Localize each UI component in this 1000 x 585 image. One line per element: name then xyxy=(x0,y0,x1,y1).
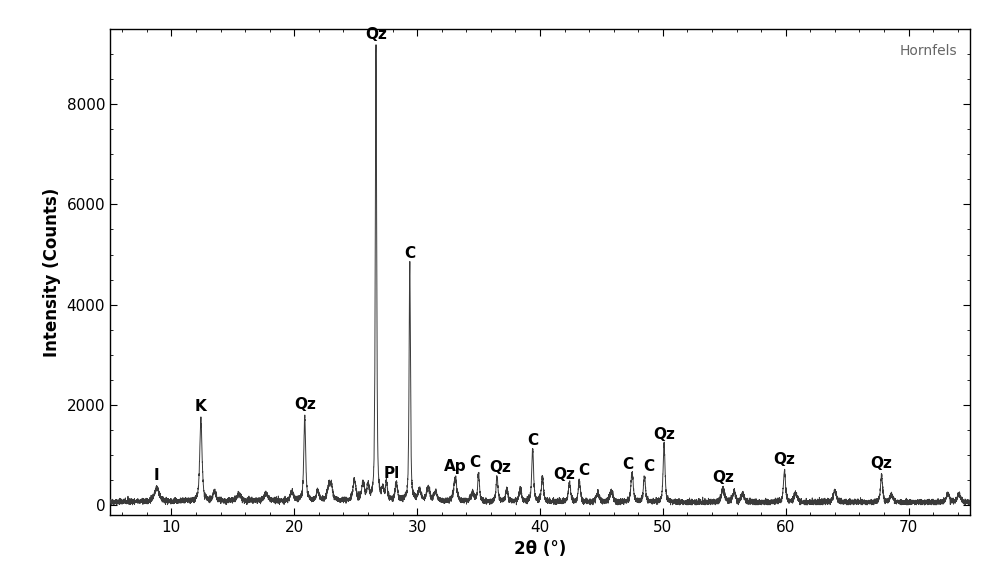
Text: Ap: Ap xyxy=(444,459,467,474)
Text: C: C xyxy=(527,433,538,448)
Text: Qz: Qz xyxy=(365,27,387,42)
Text: K: K xyxy=(195,399,207,414)
Text: Qz: Qz xyxy=(490,460,512,474)
Text: C: C xyxy=(404,246,415,261)
Text: Qz: Qz xyxy=(774,452,795,467)
Text: I: I xyxy=(154,467,159,483)
Text: C: C xyxy=(579,463,590,478)
Text: Qz: Qz xyxy=(294,397,316,412)
Y-axis label: Intensity (Counts): Intensity (Counts) xyxy=(43,187,61,357)
Text: Hornfels: Hornfels xyxy=(899,44,957,58)
Text: Qz: Qz xyxy=(554,467,576,482)
X-axis label: 2θ (°): 2θ (°) xyxy=(514,540,566,558)
Text: C: C xyxy=(643,459,654,474)
Text: Qz: Qz xyxy=(653,427,675,442)
Text: C: C xyxy=(469,455,480,470)
Text: Pl: Pl xyxy=(383,466,399,481)
Text: Qz: Qz xyxy=(871,456,892,470)
Text: Qz: Qz xyxy=(712,470,734,485)
Text: C: C xyxy=(622,457,633,472)
